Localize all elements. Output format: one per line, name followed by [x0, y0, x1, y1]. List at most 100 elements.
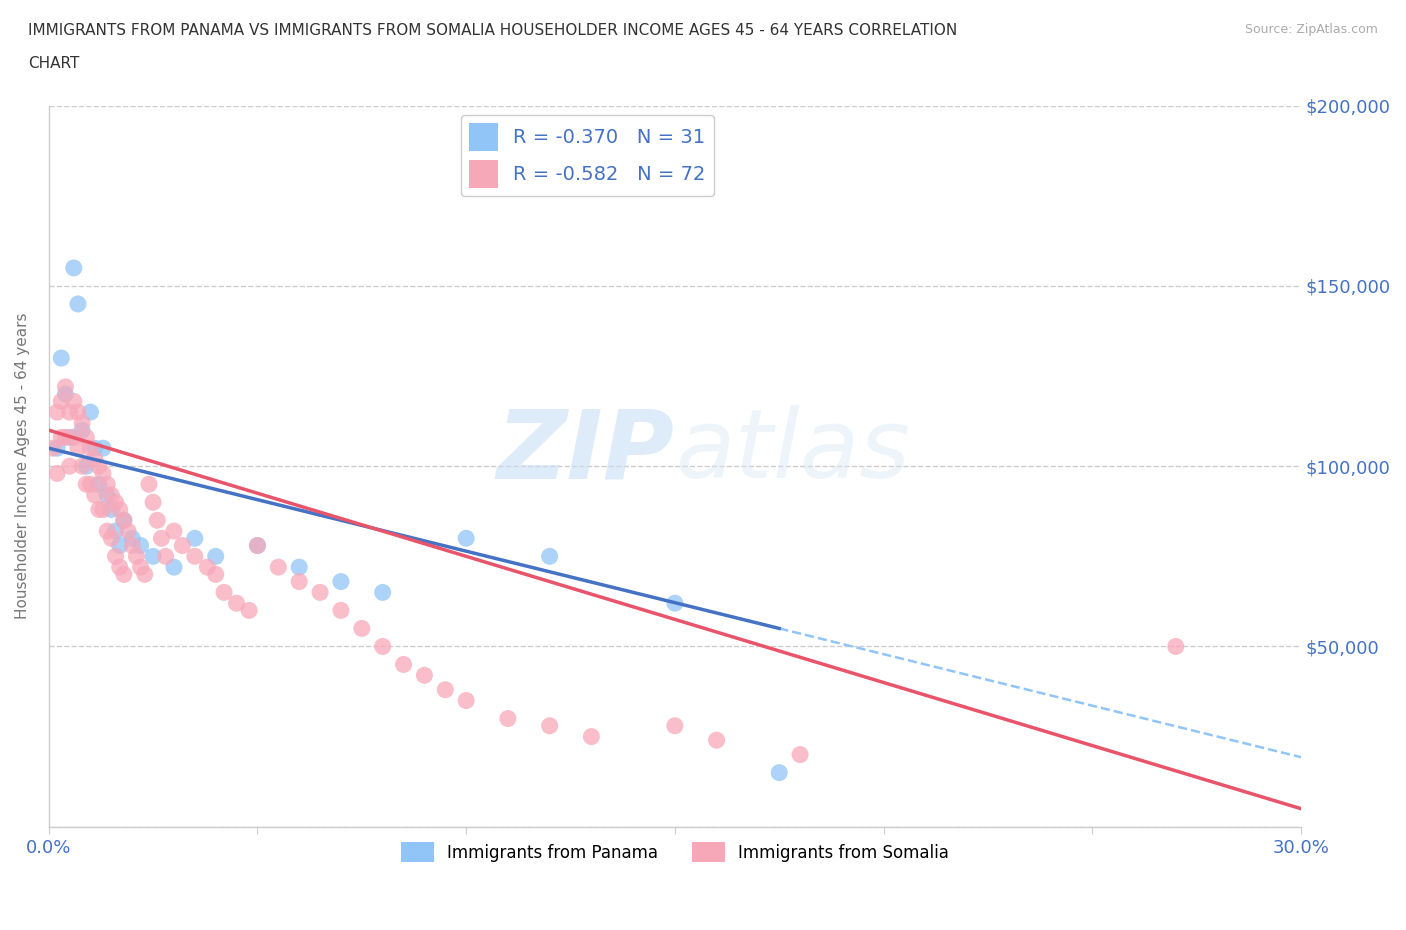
Point: [87, 458, 110, 473]
Point: [155, 549, 177, 564]
Point: [83, 441, 105, 456]
Point: [51, 351, 73, 365]
Point: [581, 729, 603, 744]
Point: [79, 405, 101, 419]
Point: [55, 379, 77, 394]
Point: [96, 524, 118, 538]
Point: [59, 430, 82, 445]
Point: [184, 549, 207, 564]
Point: [87, 502, 110, 517]
Point: [246, 538, 269, 553]
Point: [238, 603, 260, 618]
Point: [59, 405, 82, 419]
Point: [538, 549, 561, 564]
Point: [62, 260, 84, 275]
Point: [70, 458, 93, 473]
Point: [100, 531, 122, 546]
Point: [70, 423, 93, 438]
Point: [163, 524, 186, 538]
Point: [66, 297, 89, 312]
Point: [267, 560, 290, 575]
Point: [46, 441, 69, 456]
Point: [195, 560, 218, 575]
Point: [142, 549, 165, 564]
Point: [434, 683, 457, 698]
Point: [104, 549, 127, 564]
Point: [91, 502, 114, 517]
Point: [204, 567, 226, 582]
Point: [91, 441, 114, 456]
Point: [96, 487, 118, 502]
Point: [108, 560, 131, 575]
Y-axis label: Householder Income Ages 45 - 64 years: Householder Income Ages 45 - 64 years: [15, 313, 30, 619]
Point: [104, 524, 127, 538]
Point: [288, 560, 311, 575]
Text: atlas: atlas: [675, 405, 910, 498]
Point: [496, 711, 519, 726]
Point: [83, 487, 105, 502]
Point: [371, 639, 394, 654]
Point: [413, 668, 436, 683]
Point: [121, 531, 143, 546]
Point: [309, 585, 332, 600]
Point: [108, 538, 131, 553]
Point: [51, 430, 73, 445]
Point: [664, 718, 686, 733]
Point: [104, 495, 127, 510]
Point: [288, 574, 311, 589]
Point: [1164, 639, 1187, 654]
Point: [59, 458, 82, 473]
Point: [163, 560, 186, 575]
Point: [91, 466, 114, 481]
Point: [125, 549, 148, 564]
Point: [121, 538, 143, 553]
Point: [789, 747, 811, 762]
Point: [129, 560, 152, 575]
Point: [112, 567, 135, 582]
Point: [79, 441, 101, 456]
Point: [96, 477, 118, 492]
Point: [392, 657, 415, 671]
Point: [350, 621, 373, 636]
Point: [55, 387, 77, 402]
Point: [664, 596, 686, 611]
Point: [538, 718, 561, 733]
Point: [112, 512, 135, 527]
Point: [371, 585, 394, 600]
Text: IMMIGRANTS FROM PANAMA VS IMMIGRANTS FROM SOMALIA HOUSEHOLDER INCOME AGES 45 - 6: IMMIGRANTS FROM PANAMA VS IMMIGRANTS FRO…: [28, 23, 957, 38]
Point: [212, 585, 235, 600]
Point: [75, 458, 97, 473]
Point: [329, 603, 352, 618]
Point: [46, 405, 69, 419]
Point: [112, 512, 135, 527]
Point: [768, 765, 790, 780]
Point: [46, 466, 69, 481]
Point: [51, 394, 73, 409]
Point: [42, 441, 65, 456]
Point: [66, 405, 89, 419]
Legend: Immigrants from Panama, Immigrants from Somalia: Immigrants from Panama, Immigrants from …: [394, 835, 956, 869]
Point: [100, 502, 122, 517]
Point: [138, 477, 160, 492]
Point: [70, 416, 93, 431]
Point: [75, 477, 97, 492]
Point: [456, 531, 478, 546]
Point: [204, 549, 226, 564]
Point: [146, 512, 169, 527]
Point: [62, 430, 84, 445]
Point: [129, 538, 152, 553]
Point: [184, 531, 207, 546]
Point: [456, 693, 478, 708]
Point: [142, 495, 165, 510]
Point: [329, 574, 352, 589]
Point: [87, 477, 110, 492]
Point: [150, 531, 173, 546]
Point: [108, 502, 131, 517]
Point: [79, 477, 101, 492]
Point: [55, 430, 77, 445]
Point: [100, 487, 122, 502]
Point: [66, 441, 89, 456]
Point: [134, 567, 156, 582]
Point: [117, 524, 139, 538]
Point: [62, 394, 84, 409]
